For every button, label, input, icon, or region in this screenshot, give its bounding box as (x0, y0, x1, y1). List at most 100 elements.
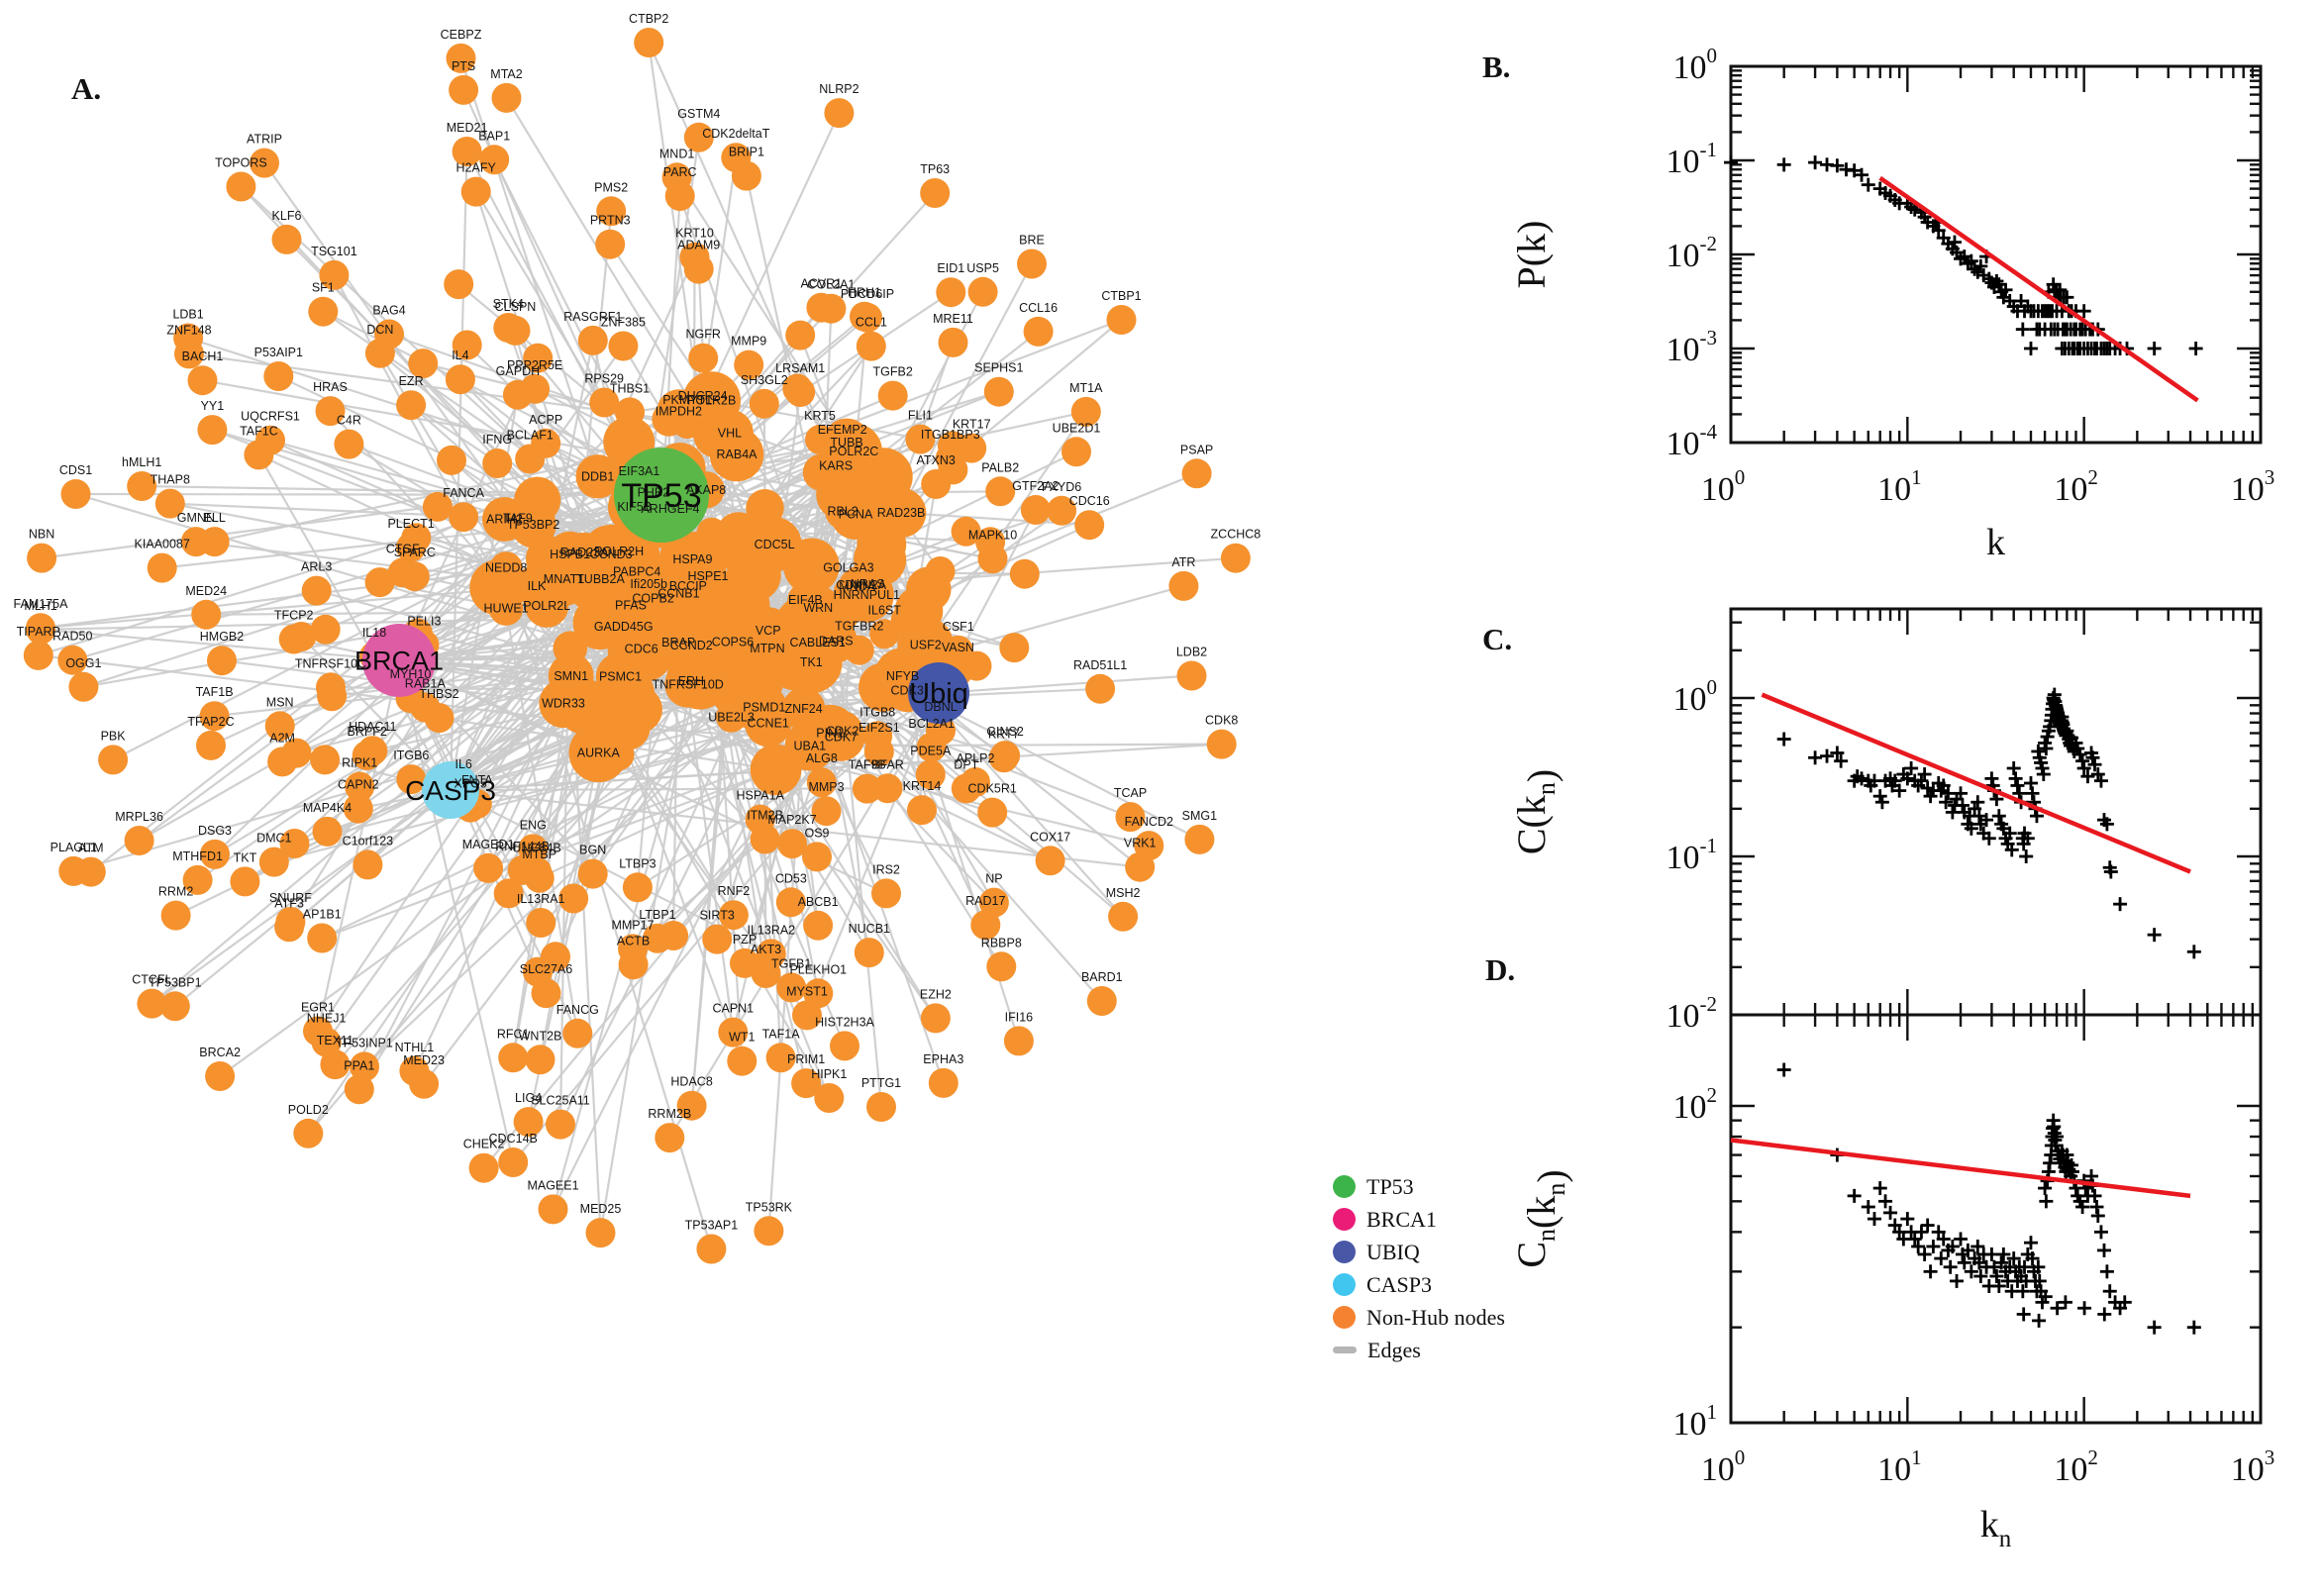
network-node (303, 1016, 333, 1047)
y-tick-label: 10-4 (1666, 420, 1718, 462)
network-node (585, 1218, 616, 1248)
network-node-label: ADAM9 (677, 239, 720, 252)
network-node (301, 575, 332, 606)
network-node-label: BARD1 (1081, 970, 1123, 984)
network-node-label: FANCG (556, 1003, 599, 1017)
network-node-label: GADD45G (594, 620, 654, 634)
network-node (750, 744, 802, 796)
network-node (960, 767, 990, 797)
network-node-label: TOPORS (215, 156, 267, 170)
network-node (1003, 1026, 1034, 1056)
network-node (334, 429, 364, 459)
network-node (615, 397, 645, 428)
network-node (792, 1000, 822, 1031)
network-node-label: TP63 (920, 162, 950, 176)
network-node (877, 380, 908, 411)
network-node-label: OGG1 (65, 656, 101, 670)
network-node-label: CDC14B (489, 1132, 538, 1146)
network-node-label: ENG (520, 818, 547, 832)
network-node (174, 339, 204, 369)
network-node (493, 878, 524, 909)
network-edge (938, 674, 1192, 695)
network-node (317, 681, 348, 712)
network-node-label: MRPL36 (115, 810, 163, 824)
network-node-label: RASGRF1 (563, 310, 622, 324)
network-node-label: DSG3 (198, 824, 232, 838)
network-node-label: POLR2H (594, 545, 644, 558)
network-node-label: IL6 (455, 757, 472, 771)
network-node-label: PFAS (615, 598, 647, 612)
network-node (374, 319, 404, 349)
network-node-label: HRH1 (848, 286, 881, 300)
network-node (1181, 458, 1212, 489)
network-node (564, 532, 605, 572)
network-node (683, 253, 714, 284)
network-node-label: GMNN (177, 511, 215, 525)
network-node-label: KRT17 (953, 418, 991, 432)
network-node (872, 773, 903, 804)
network-node-label: LTBP1 (639, 908, 675, 922)
network-node-label: ARHGEF4 (641, 502, 699, 516)
network-node (250, 148, 279, 178)
network-node (23, 640, 53, 670)
network-node (75, 856, 106, 887)
network-node (975, 527, 1006, 557)
network-node (978, 887, 1009, 918)
network-node (452, 137, 482, 166)
x-tick-label: 101 (1877, 1446, 1922, 1488)
network-node-label: CCND2 (670, 639, 713, 652)
network-node (696, 1234, 727, 1264)
network-node-label: RIPK1 (342, 756, 377, 770)
network-node (515, 564, 558, 608)
network-node-label: RAD50 (52, 630, 92, 644)
network-node (596, 196, 627, 227)
network-node (307, 923, 338, 953)
network-node-label: HRAS (313, 380, 348, 394)
network-node (983, 376, 1014, 407)
network-node-label: NP (985, 872, 1002, 886)
network-node-label: MMP17 (611, 918, 654, 932)
network-node-label: POLD2 (288, 1103, 329, 1117)
network-node (1134, 831, 1164, 861)
network-edge (300, 636, 452, 791)
y-tick-label: 10-2 (1666, 232, 1718, 274)
network-node (444, 269, 474, 300)
network-node-label: TEX11 (317, 1034, 354, 1047)
network-node (1086, 986, 1117, 1016)
network-node-label: PELI3 (407, 614, 441, 628)
network-node-label: MYST1 (786, 984, 828, 998)
network-node-label: PALB2 (981, 460, 1019, 474)
network-node-label: MTPN (750, 642, 784, 655)
network-node-label: EIF2S1 (858, 721, 900, 735)
network-node-label: CDS1 (59, 463, 92, 477)
network-node-label: UQCRFS1 (241, 410, 300, 424)
network-node-label: PARC (663, 165, 697, 179)
network-node-label: ELL (204, 511, 226, 525)
network-edge (83, 604, 548, 688)
network-node (801, 704, 858, 761)
network-node-label: NBN (29, 528, 54, 542)
network-node-label: BRIP1 (729, 146, 764, 159)
network-node-label: PLAGL1 (50, 841, 97, 854)
network-node (664, 181, 695, 211)
network-node (473, 852, 504, 883)
network-node-label: ATXN3 (917, 453, 956, 467)
network-node-label: PDCD6IP (841, 287, 894, 301)
network-node-label: PPA1 (344, 1058, 374, 1072)
network-node-label: MED24 (185, 584, 227, 598)
x-tick-label: 102 (2054, 465, 2098, 508)
y-tick-label: 101 (1673, 1400, 1718, 1443)
network-node (1168, 570, 1199, 601)
network-node (409, 1068, 440, 1099)
network-node (446, 43, 476, 73)
network-node-label: NLRP2 (819, 82, 858, 96)
network-node (967, 276, 998, 307)
network-node (589, 387, 620, 418)
network-node (827, 438, 858, 468)
network-node (907, 795, 937, 826)
network-node (350, 1051, 379, 1082)
network-node-label: HUWE1 (484, 602, 529, 616)
network-node-label: CAPN2 (338, 778, 379, 792)
network-node (258, 847, 289, 877)
network-node-label: NHEJ1 (307, 1012, 347, 1026)
